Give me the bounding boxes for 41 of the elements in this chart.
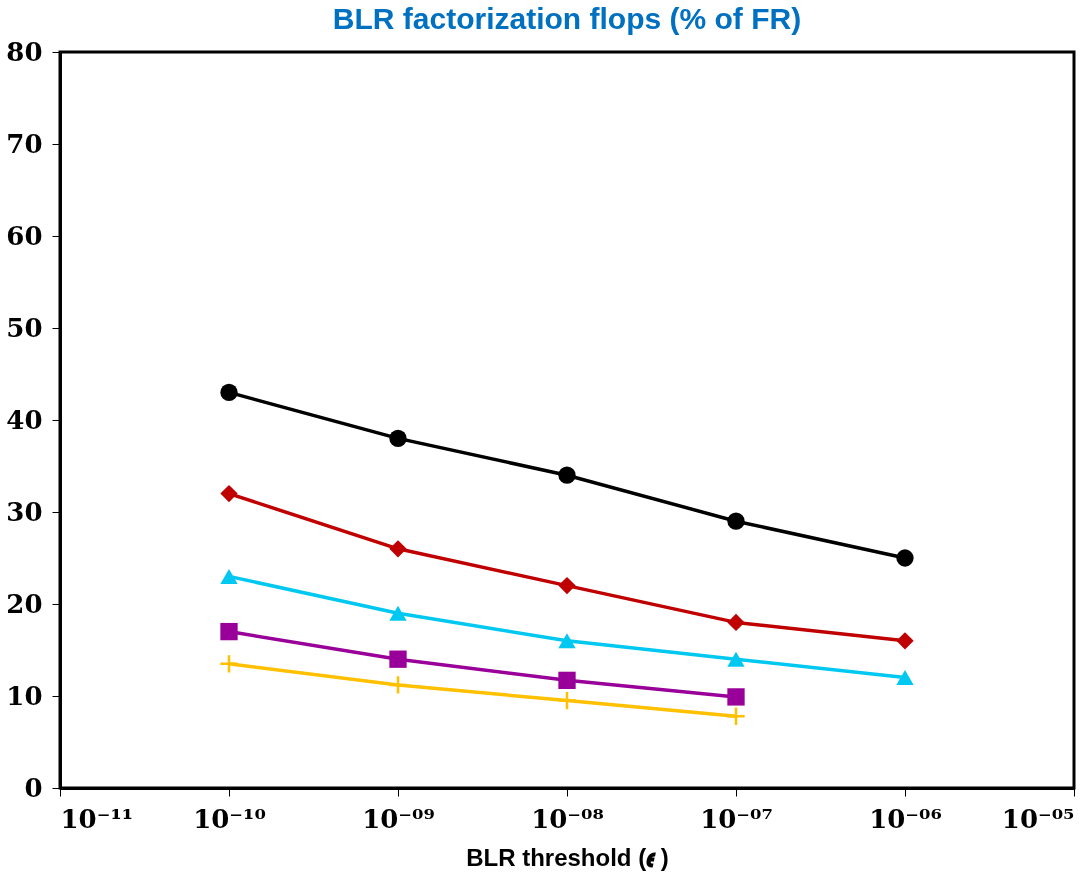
x-axis-title: BLR threshold (𝝐 ) (466, 843, 669, 871)
y-tick-label: 40 (6, 404, 43, 435)
x-tick-label: 10⁻⁰⁶ (869, 803, 942, 834)
chart-title: BLR factorization flops (% of FR) (332, 2, 802, 35)
x-tick-label: 10⁻¹⁰ (193, 803, 266, 834)
point (388, 675, 408, 695)
point (389, 650, 407, 668)
point (220, 622, 238, 641)
point (558, 576, 576, 595)
x-tick-label: 10⁻⁰⁷ (700, 803, 773, 834)
point (726, 706, 746, 727)
point (220, 383, 238, 402)
point (727, 688, 745, 706)
y-tick-label: 60 (6, 220, 43, 251)
point (219, 653, 239, 674)
point (558, 671, 576, 690)
y-tick-label: 10 (6, 680, 43, 711)
point (727, 651, 745, 667)
point (896, 670, 914, 686)
point (558, 633, 576, 649)
y-tick-label: 0 (24, 772, 43, 803)
y-tick-label: 50 (6, 312, 43, 343)
x-tick-label: 10⁻⁰⁹ (362, 803, 435, 834)
point (389, 540, 407, 558)
point (220, 568, 238, 584)
point (727, 613, 745, 632)
y-tick-label: 80 (6, 36, 43, 67)
y-tick-label: 30 (6, 496, 43, 527)
point (896, 549, 914, 567)
y-tick-label: 20 (6, 588, 43, 619)
point (389, 429, 407, 448)
x-tick-label: 10⁻¹¹ (60, 803, 134, 834)
point (727, 512, 745, 530)
point (389, 605, 407, 621)
point (220, 484, 238, 503)
point (557, 690, 577, 711)
x-tick-label: 10⁻⁰⁸ (531, 803, 604, 834)
y-tick-label: 70 (6, 128, 43, 159)
x-tick-label: 10⁻⁰⁵ (1001, 803, 1075, 834)
point (896, 632, 914, 650)
point (558, 466, 576, 484)
